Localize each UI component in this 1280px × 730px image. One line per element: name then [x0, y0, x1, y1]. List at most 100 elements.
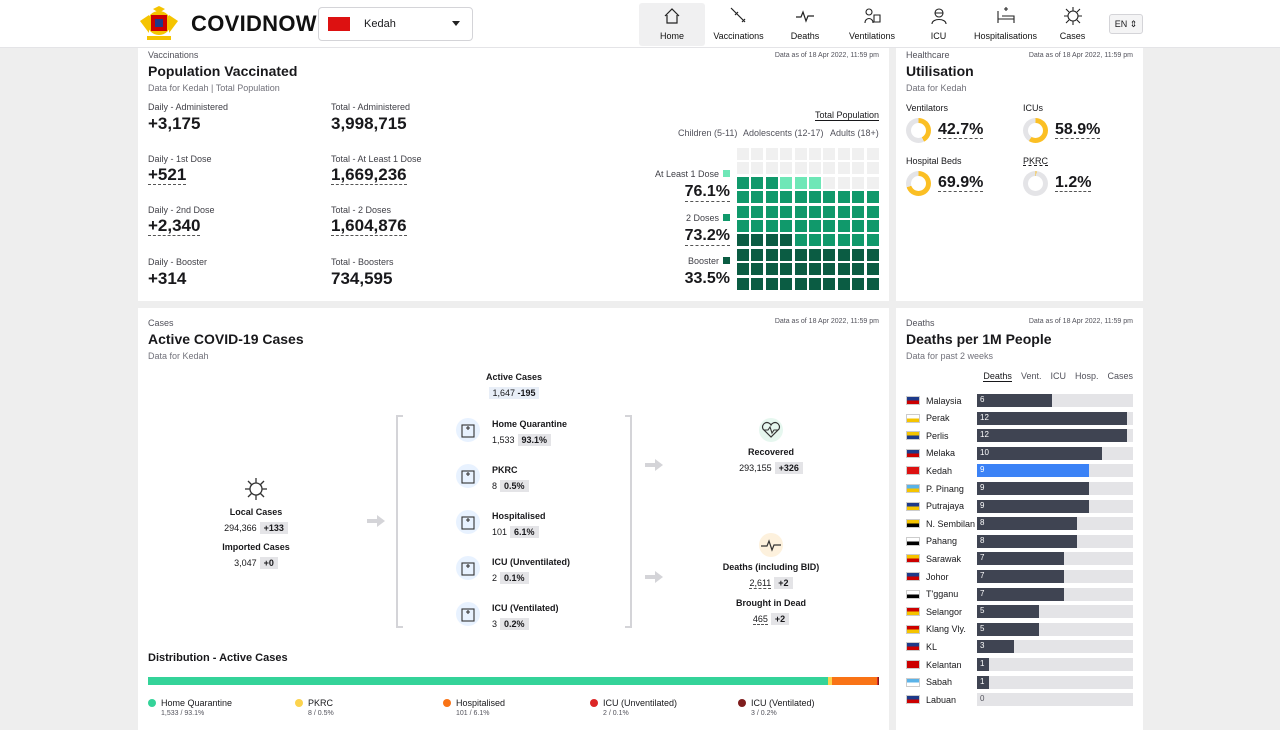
tab-total-population[interactable]: Total Population — [814, 110, 879, 121]
vaccination-date: Data as of 18 Apr 2022, 11:59 pm — [774, 52, 879, 59]
language-selector[interactable]: EN ⇕ — [1109, 14, 1143, 34]
stat-value: +521 — [148, 164, 187, 185]
recovered-value: 293,155 — [739, 463, 772, 473]
distribution-segment — [877, 677, 880, 685]
deaths-tab[interactable]: Deaths — [983, 371, 1012, 382]
ventilator-icon — [864, 8, 881, 24]
flow-percent: 6.1% — [510, 526, 539, 538]
nav-home[interactable]: Home — [639, 3, 705, 46]
imported-cases-delta: +0 — [259, 557, 278, 569]
bar-value: 1 — [980, 659, 985, 668]
flow-value: 1,533 93.1% — [492, 434, 552, 446]
legend-dot — [295, 699, 303, 707]
bar-track: 5 — [977, 605, 1133, 619]
waffle-cell — [866, 148, 879, 160]
bar-fill — [977, 605, 1040, 619]
virus-icon — [1063, 7, 1082, 25]
deaths-row: Selangor 5 — [906, 605, 1133, 619]
bar-track: 9 — [977, 482, 1133, 495]
deaths-tabs: Deaths Vent. ICU Hosp. Cases — [983, 371, 1133, 382]
waffle-cell — [837, 176, 850, 189]
waffle-percent: 33.5% — [684, 270, 730, 287]
vaccination-subtitle: Data for Kedah | Total Population — [148, 83, 280, 93]
brand[interactable]: COVIDNOW — [137, 5, 317, 43]
deaths-row: Klang Vly. 5 — [906, 622, 1133, 636]
deaths-row: Kedah 9 — [906, 464, 1133, 478]
waffle-cell — [852, 234, 865, 247]
deaths-tab[interactable]: Vent. — [1020, 371, 1042, 381]
state-name: Klang Vly. — [926, 624, 966, 635]
vaccination-title: Population Vaccinated — [148, 63, 298, 79]
legend-label: ICU (Unventilated) — [603, 698, 678, 708]
nav-vaccinations[interactable]: Vaccinations — [705, 3, 772, 46]
waffle-cell — [751, 176, 764, 189]
bar-track: 8 — [977, 517, 1133, 531]
bar-value: 9 — [980, 500, 985, 510]
bar-track: 7 — [977, 570, 1133, 583]
active-cases-value: 1,647 — [492, 388, 515, 398]
cases-kicker: Cases — [148, 318, 174, 328]
vaccination-kicker: Vaccinations — [148, 50, 199, 60]
waffle-cell — [852, 205, 865, 218]
waffle-percent: 73.2% — [684, 226, 730, 246]
deaths-row: Perlis 12 — [906, 429, 1133, 443]
nav-hospitalisations[interactable]: Hospitalisations — [971, 3, 1040, 46]
nav-icu[interactable]: ICU — [906, 3, 971, 46]
state-flag-icon — [906, 660, 920, 669]
state-name: Johor — [926, 571, 949, 582]
recovered-delta: +326 — [774, 462, 803, 474]
bar-track: 8 — [977, 534, 1133, 548]
waffle-cell — [794, 176, 807, 189]
waffle-cell — [794, 263, 807, 276]
nav-ventilations[interactable]: Ventilations — [838, 3, 906, 46]
waffle-cell — [794, 191, 807, 204]
flow-value: 101 6.1% — [492, 526, 539, 538]
tab-adolescents[interactable]: Adolescents (12-17) — [743, 128, 824, 138]
waffle-cell — [808, 148, 821, 160]
deaths-row: Johor 7 — [906, 570, 1133, 583]
bar-value: 8 — [980, 518, 985, 528]
utilisation-ring — [906, 118, 931, 143]
waffle-cell — [751, 248, 764, 261]
kedah-flag-icon — [328, 17, 350, 31]
waffle-cell — [852, 162, 865, 175]
bar-track: 9 — [977, 499, 1133, 513]
deaths-tab[interactable]: Cases — [1107, 371, 1133, 381]
deaths-row: Sabah 1 — [906, 675, 1133, 689]
nav-label: Deaths — [790, 31, 820, 41]
hospital-cross-icon — [456, 510, 480, 534]
waffle-cell — [866, 277, 879, 290]
waffle-cell — [866, 248, 879, 261]
deaths-row: Kelantan 1 — [906, 658, 1133, 671]
nav-menu: Home Vaccinations Deaths Ventilations ICU Hos… — [639, 3, 1105, 46]
state-selector[interactable]: Kedah — [318, 7, 473, 41]
utilisation-percent: 69.9% — [938, 173, 984, 192]
deaths-tab[interactable]: ICU — [1050, 371, 1066, 381]
cases-card: Cases Active COVID-19 Cases Data for Ked… — [138, 308, 889, 730]
deaths-row: Pahang 8 — [906, 534, 1133, 548]
waffle-cell — [737, 148, 749, 160]
deaths-tab[interactable]: Hosp. — [1074, 371, 1099, 381]
imported-cases: Imported Cases 3,047 +0 — [206, 542, 306, 569]
bar-fill — [977, 675, 990, 689]
nav-deaths[interactable]: Deaths — [772, 3, 838, 46]
utilisation-kicker: Healthcare — [906, 50, 950, 60]
state-flag-icon — [906, 519, 920, 529]
stat-label: Total - At Least 1 Dose — [331, 153, 422, 164]
state-name: Perak — [926, 413, 950, 424]
tab-children[interactable]: Children (5-11) — [678, 128, 738, 138]
home-icon — [664, 8, 680, 24]
tab-adults[interactable]: Adults (18+) — [830, 128, 879, 138]
waffle-cell — [765, 234, 778, 247]
flow-label: PKRC — [492, 465, 518, 475]
stat-value: +3,175 — [148, 114, 201, 133]
flow-count: 3 — [492, 619, 498, 629]
stat-label: Daily - 1st Dose — [148, 153, 212, 164]
utilisation-ring — [1023, 118, 1048, 143]
waffle-percent: 76.1% — [684, 183, 730, 202]
waffle-cell — [823, 162, 836, 175]
waffle-cell — [852, 219, 865, 232]
distribution-legend-item: ICU (Ventilated) 3 / 0.2% — [738, 698, 815, 717]
nav-cases[interactable]: Cases — [1040, 3, 1105, 46]
waffle-cell — [737, 162, 749, 175]
